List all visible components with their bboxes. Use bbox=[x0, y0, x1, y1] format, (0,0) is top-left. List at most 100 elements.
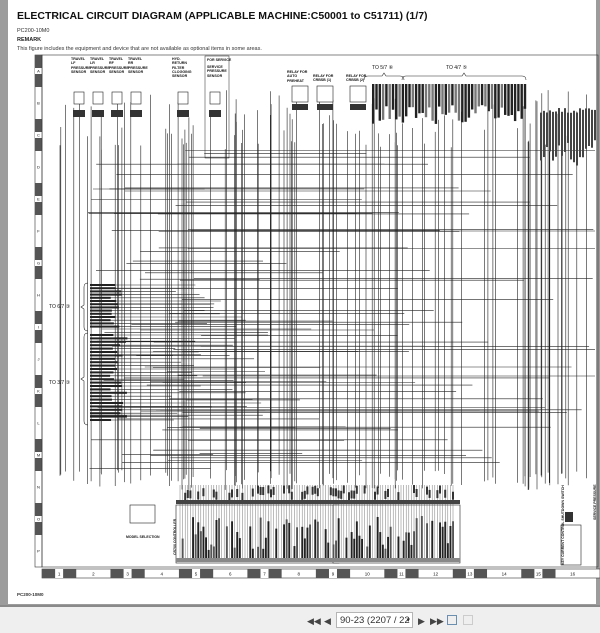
column-band-gap bbox=[465, 569, 474, 578]
connector-pin bbox=[588, 108, 590, 146]
wire-label bbox=[90, 371, 114, 374]
column-label: 14 bbox=[502, 572, 508, 577]
connector-pin bbox=[490, 84, 494, 109]
last-page-button[interactable]: ▶▶ bbox=[430, 616, 444, 627]
wire-label bbox=[90, 300, 117, 302]
row-label: A bbox=[37, 69, 40, 74]
pin-label bbox=[249, 526, 252, 558]
pin-label bbox=[381, 544, 384, 558]
connector bbox=[130, 110, 142, 117]
pin-label bbox=[426, 486, 428, 495]
column-label: 4 bbox=[161, 572, 164, 577]
pin-label bbox=[337, 518, 340, 558]
pin-label bbox=[366, 546, 369, 558]
page-number-input[interactable]: 90-23 (2207 / 22 ▾ bbox=[336, 612, 413, 628]
relay-box bbox=[349, 85, 367, 103]
connector bbox=[111, 110, 123, 117]
pin-label bbox=[306, 527, 309, 558]
pin-label bbox=[345, 537, 348, 558]
remark-heading: REMARK bbox=[17, 37, 42, 43]
wire-label bbox=[90, 408, 123, 411]
wire-label bbox=[90, 344, 121, 347]
column-band-gap bbox=[192, 569, 201, 578]
pin-label bbox=[231, 521, 233, 558]
pin-label bbox=[387, 488, 389, 497]
pin-label bbox=[335, 540, 337, 558]
pin-label bbox=[439, 485, 441, 494]
pin-label bbox=[301, 526, 304, 558]
connector-pin bbox=[494, 84, 497, 119]
sensor-box bbox=[92, 91, 104, 105]
connector-pin bbox=[497, 84, 500, 118]
fit-page-icon[interactable] bbox=[447, 615, 457, 625]
wire-label bbox=[90, 385, 122, 387]
column-label: 12 bbox=[433, 572, 439, 577]
pin-label bbox=[301, 491, 304, 500]
pin-label bbox=[285, 519, 288, 558]
row-band-gap bbox=[35, 68, 42, 74]
connector-pin bbox=[558, 108, 560, 146]
connector bbox=[209, 110, 221, 117]
connector-pin bbox=[480, 84, 484, 106]
pin-label bbox=[387, 536, 389, 558]
connector-pin bbox=[401, 84, 405, 123]
connector-pin bbox=[504, 84, 507, 115]
connector-pin bbox=[388, 84, 391, 119]
wire-label bbox=[90, 374, 111, 377]
connector-pin bbox=[372, 84, 375, 124]
brace-top-5-7 bbox=[363, 72, 405, 81]
column-label: 5 bbox=[195, 572, 198, 577]
pin-label bbox=[384, 490, 387, 499]
column-band-gap bbox=[534, 569, 543, 578]
connector bbox=[92, 110, 104, 117]
pin-label bbox=[259, 486, 262, 495]
wire-label bbox=[90, 405, 123, 408]
service-pressure-label: SERVICE PRESSURE bbox=[593, 484, 597, 520]
column-label: 15 bbox=[536, 572, 542, 577]
connector-pin bbox=[517, 84, 520, 112]
pin-label bbox=[283, 485, 285, 494]
connector-pin bbox=[454, 84, 457, 113]
connector-pin bbox=[378, 84, 381, 121]
pin-label bbox=[189, 490, 192, 499]
row-label: L bbox=[37, 421, 40, 426]
pin-label bbox=[324, 529, 327, 558]
pin-label bbox=[413, 485, 415, 494]
wire-label bbox=[90, 402, 124, 404]
connector-pin bbox=[441, 84, 444, 115]
connector-pin bbox=[513, 84, 517, 122]
pin-label bbox=[389, 526, 392, 558]
wire-label bbox=[90, 316, 116, 318]
sensor-box bbox=[111, 91, 123, 105]
sensor-box bbox=[209, 91, 221, 105]
pin-label bbox=[192, 517, 194, 558]
pin-label bbox=[335, 488, 337, 497]
fit-width-icon[interactable] bbox=[463, 615, 473, 625]
pin-label bbox=[262, 548, 265, 558]
chevron-down-icon[interactable]: ▾ bbox=[406, 617, 410, 624]
pin-label bbox=[288, 522, 291, 558]
pin-label bbox=[368, 525, 371, 558]
pin-label bbox=[407, 532, 410, 558]
previous-page-button[interactable]: ◀ bbox=[324, 616, 331, 627]
pin-label bbox=[311, 486, 314, 495]
sensor-box bbox=[73, 91, 85, 105]
pin-label bbox=[186, 490, 189, 499]
pin-label bbox=[259, 517, 262, 558]
pin-label bbox=[327, 542, 330, 558]
next-page-button[interactable]: ▶ bbox=[418, 616, 425, 627]
pin-label bbox=[376, 516, 379, 558]
connector-pin bbox=[467, 84, 471, 118]
pin-label bbox=[452, 521, 454, 558]
relay-connector bbox=[350, 104, 366, 110]
pin-label bbox=[316, 488, 319, 497]
wire-label bbox=[90, 412, 121, 415]
pin-label bbox=[272, 486, 275, 495]
pin-label bbox=[361, 538, 363, 558]
row-label: O bbox=[37, 517, 40, 522]
row-label: H bbox=[37, 293, 40, 298]
pin-label bbox=[452, 491, 454, 500]
row-band-gap bbox=[35, 388, 42, 394]
connector-pin bbox=[451, 84, 454, 106]
first-page-button[interactable]: ◀◀ bbox=[307, 616, 321, 627]
